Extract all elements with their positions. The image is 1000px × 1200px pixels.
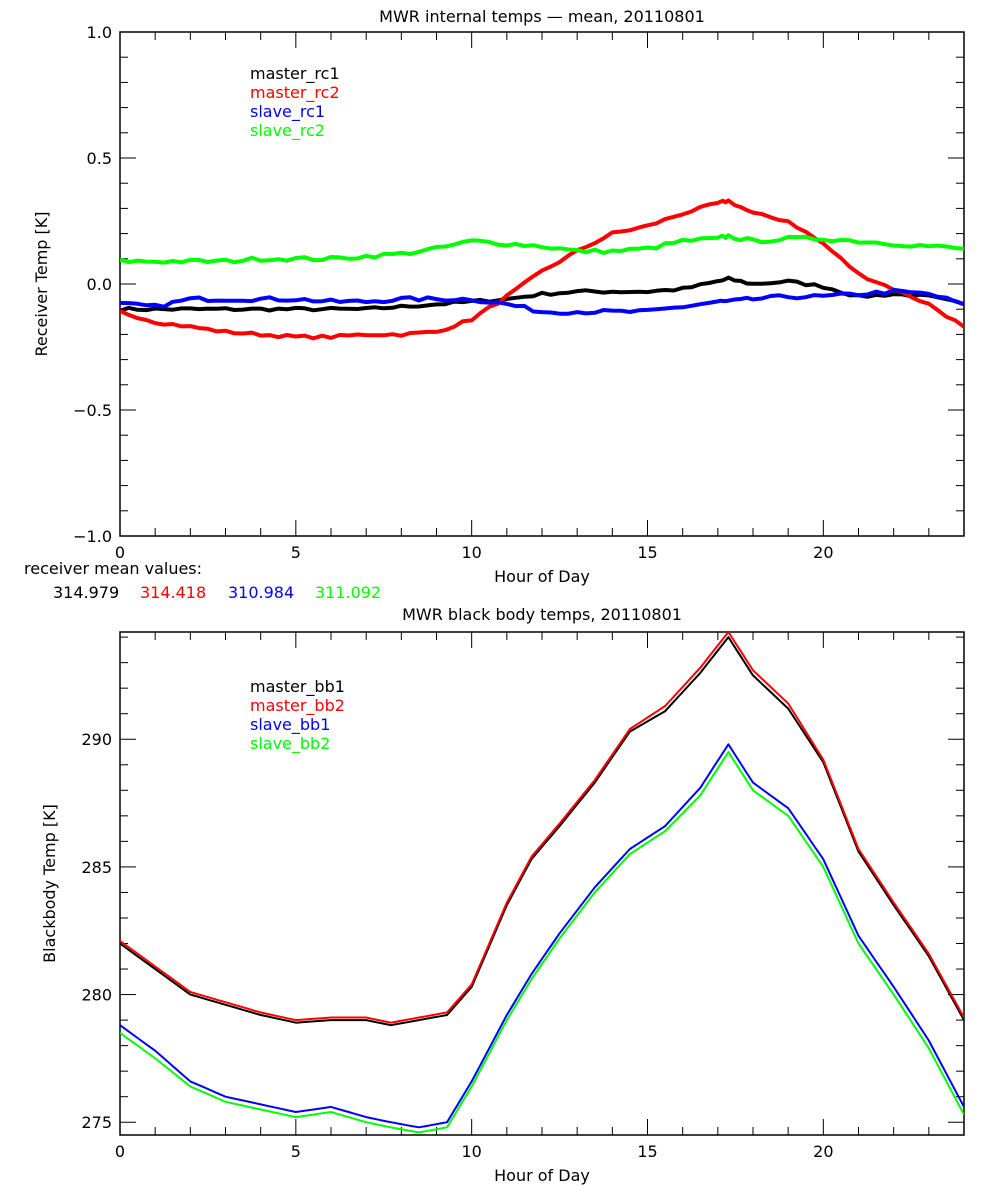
chart1-y-tick-label: 0.0 (87, 275, 112, 294)
chart1-y-tick-label: 1.0 (87, 23, 112, 42)
chart2-plot-frame (119, 631, 965, 1136)
chart1-mean-value: 310.984 (228, 583, 294, 602)
chart1-series-slave_rc2 (120, 233, 964, 265)
chart1-y-axis-label: Receiver Temp [K] (32, 211, 51, 356)
chart1-legend-slave_rc1: slave_rc1 (250, 102, 325, 122)
chart2-series-slave_bb2 (120, 751, 964, 1134)
chart2-series-master_bb1 (120, 636, 964, 1027)
chart1-plot-frame (119, 31, 965, 537)
chart1-legend-slave_rc2: slave_rc2 (250, 121, 325, 141)
chart1-mean-value: 314.979 (53, 583, 119, 602)
chart2-title: MWR black body temps, 20110801 (402, 605, 682, 624)
chart2-x-tick-label: 15 (637, 1142, 657, 1161)
chart1-y-tick-label: −1.0 (73, 527, 112, 546)
chart2-x-tick-label: 10 (461, 1142, 481, 1161)
chart2-y-axis-label: Blackbody Temp [K] (40, 804, 59, 963)
chart2-y-tick-label: 290 (81, 730, 112, 749)
chart1-series-master_rc2 (120, 198, 964, 341)
chart2-x-tick-label: 0 (115, 1142, 125, 1161)
chart2-series-master_bb2 (120, 632, 964, 1024)
chart1-x-tick-label: 5 (291, 543, 301, 562)
chart2-legend-slave_bb1: slave_bb1 (250, 715, 330, 735)
chart1-legend-master_rc1: master_rc1 (250, 64, 340, 84)
chart2-y-tick-label: 275 (81, 1113, 112, 1132)
chart1-mean-value: 314.418 (140, 583, 206, 602)
chart1-x-tick-label: 20 (813, 543, 833, 562)
chart1-series-slave_rc1 (120, 287, 964, 316)
chart1-x-tick-label: 10 (461, 543, 481, 562)
chart2-legend-slave_bb2: slave_bb2 (250, 734, 330, 754)
chart1-series-master_rc1 (120, 275, 964, 313)
chart2-y-tick-label: 280 (81, 986, 112, 1005)
chart1-title: MWR internal temps — mean, 20110801 (379, 7, 705, 26)
chart1-x-axis-label: Hour of Day (494, 567, 590, 586)
chart1-mean-value: 311.092 (315, 583, 381, 602)
chart2-y-tick-label: 285 (81, 858, 112, 877)
chart2-legend-master_bb2: master_bb2 (250, 696, 345, 716)
chart2-legend-master_bb1: master_bb1 (250, 677, 345, 697)
chart1-y-tick-label: 0.5 (87, 149, 112, 168)
chart2-x-tick-label: 20 (813, 1142, 833, 1161)
chart2-series-slave_bb1 (120, 743, 964, 1129)
chart1-x-tick-label: 15 (637, 543, 657, 562)
chart2-x-tick-label: 5 (291, 1142, 301, 1161)
chart1-y-tick-label: −0.5 (73, 401, 112, 420)
chart2-x-axis-label: Hour of Day (494, 1166, 590, 1185)
chart1-mean-values-label: receiver mean values: (24, 559, 202, 578)
chart1-legend-master_rc2: master_rc2 (250, 83, 340, 103)
chart1-x-tick-label: 0 (115, 543, 125, 562)
